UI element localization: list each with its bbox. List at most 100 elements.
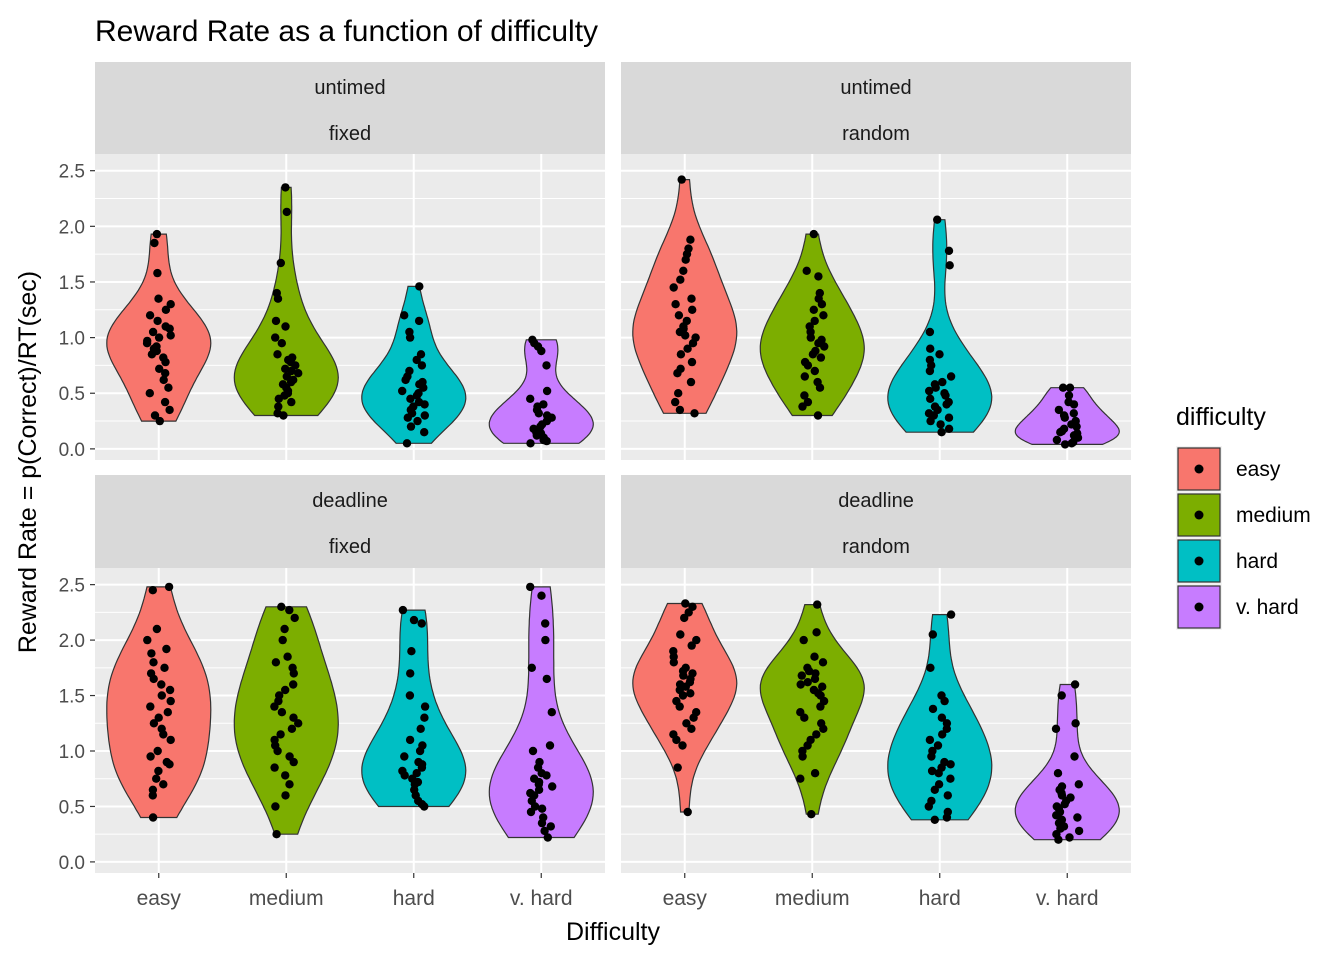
data-point: [546, 822, 555, 831]
data-point: [282, 207, 291, 217]
data-point: [539, 813, 548, 822]
data-point: [676, 364, 685, 373]
data-point: [414, 389, 423, 398]
y-tick-label: 1.0: [59, 742, 85, 763]
x-tick-label: medium: [249, 887, 324, 910]
data-point: [541, 635, 550, 645]
data-point: [406, 422, 416, 431]
data-point: [806, 735, 815, 745]
data-point: [1059, 424, 1069, 433]
data-point: [946, 774, 955, 783]
data-point: [542, 361, 551, 370]
data-point: [148, 586, 157, 595]
data-point: [530, 774, 539, 783]
data-point: [166, 300, 175, 309]
data-point: [273, 409, 282, 418]
facet-strip-label: deadline: [312, 490, 388, 512]
y-tick-label: 2.0: [59, 631, 85, 652]
data-point: [400, 311, 409, 320]
x-tick-label: easy: [663, 887, 708, 910]
data-point: [672, 696, 681, 706]
data-point: [159, 375, 168, 385]
data-point: [540, 826, 549, 836]
y-tick-label: 2.5: [59, 576, 85, 597]
data-point: [277, 708, 287, 717]
data-point: [669, 647, 678, 656]
data-point: [276, 258, 285, 268]
data-point: [398, 386, 407, 396]
data-point: [926, 394, 935, 403]
data-point: [406, 669, 415, 678]
data-point: [938, 377, 947, 387]
legend-point-icon: [1194, 602, 1204, 612]
facet-panels: untimed fixed 0.0 0.5 1.0 1.5 2.0 2.5 untimed ran…: [59, 62, 1131, 910]
data-point: [143, 336, 152, 346]
data-point: [277, 339, 286, 348]
data-point: [934, 780, 944, 789]
data-point: [686, 377, 696, 387]
data-point: [928, 704, 938, 714]
data-point: [289, 375, 298, 385]
data-point: [414, 757, 423, 767]
violin-medium: [233, 606, 339, 835]
data-point: [154, 333, 164, 342]
data-point: [526, 394, 535, 403]
facet-panel: deadline fixed 0.0 0.5 1.0 1.5 2.0 2.5 easy mediu…: [59, 475, 605, 910]
data-point: [686, 689, 695, 698]
data-point: [816, 353, 826, 362]
data-point: [928, 746, 937, 756]
data-point: [539, 400, 548, 409]
y-tick-label: 1.5: [59, 687, 85, 708]
data-point: [935, 350, 944, 359]
facet-strip-label: fixed: [329, 536, 371, 558]
data-point: [812, 628, 821, 637]
data-point: [944, 397, 953, 407]
data-point: [161, 369, 170, 378]
y-tick-label: 1.0: [59, 329, 85, 350]
data-point: [812, 730, 821, 739]
data-point: [1052, 802, 1062, 811]
data-point: [527, 663, 536, 672]
data-point: [275, 691, 284, 700]
data-point: [294, 369, 303, 378]
data-point: [294, 719, 303, 728]
data-point: [161, 322, 170, 331]
data-point: [542, 411, 552, 420]
data-point: [811, 669, 820, 678]
data-point: [1057, 691, 1066, 700]
data-point: [800, 391, 809, 400]
data-point: [535, 757, 544, 767]
data-point: [153, 746, 162, 756]
data-point: [930, 402, 940, 411]
data-point: [152, 229, 162, 239]
data-point: [160, 397, 170, 407]
legend-label: hard: [1236, 550, 1278, 573]
data-point: [146, 752, 155, 761]
data-point: [278, 635, 287, 645]
data-point: [936, 420, 945, 429]
data-point: [937, 691, 946, 700]
data-point: [528, 746, 538, 756]
data-point: [943, 807, 952, 817]
plot-title: Reward Rate as a function of difficulty: [95, 15, 598, 48]
data-point: [405, 735, 415, 745]
y-tick-label: 2.5: [59, 162, 85, 183]
x-tick-label: hard: [393, 887, 435, 910]
data-point: [289, 680, 298, 689]
facet-strip-label: random: [842, 536, 910, 558]
data-point: [1054, 405, 1064, 415]
data-point: [143, 635, 152, 645]
data-point: [155, 416, 164, 426]
data-point: [691, 333, 700, 342]
data-point: [813, 411, 823, 420]
data-point: [802, 266, 811, 275]
data-point: [684, 244, 693, 253]
data-point: [669, 283, 678, 292]
data-point: [671, 300, 680, 309]
data-point: [1057, 782, 1067, 791]
data-point: [147, 649, 156, 658]
data-point: [537, 804, 547, 813]
data-point: [416, 350, 426, 359]
facet-strip-label: deadline: [838, 490, 914, 512]
data-point: [414, 397, 424, 407]
